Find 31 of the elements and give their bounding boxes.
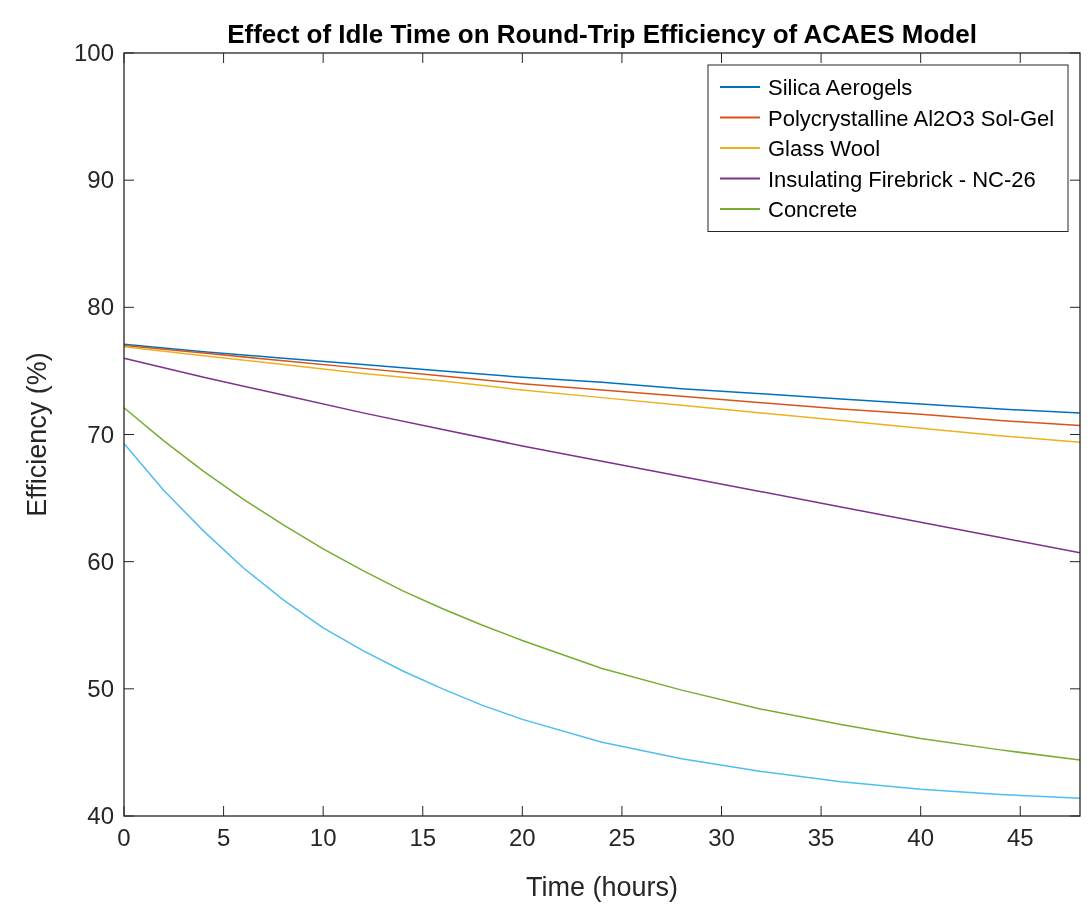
chart-title: Effect of Idle Time on Round-Trip Efficiency of ACAES Model [227, 19, 977, 49]
legend-label: Insulating Firebrick - NC-26 [768, 166, 1036, 192]
y-tick-label: 100 [73, 39, 114, 66]
x-tick-label: 25 [608, 824, 636, 851]
x-tick-label: 10 [309, 824, 337, 851]
y-tick-label: 60 [87, 547, 114, 575]
legend-label: Glass Wool [768, 136, 881, 161]
line-series [123, 407, 1081, 761]
x-tick-label: 30 [708, 824, 735, 851]
y-tick-label: 70 [87, 420, 114, 448]
line-series [123, 442, 1081, 799]
legend-label: Silica Aerogels [768, 75, 913, 100]
y-tick-label: 40 [87, 802, 114, 829]
x-axis-title: Time (hours) [525, 872, 679, 902]
y-tick-label: 90 [87, 166, 114, 194]
x-tick-label: 0 [117, 824, 131, 851]
y-axis-title: Efficiency (%) [22, 352, 52, 517]
line-series [123, 343, 1081, 414]
x-tick-label: 5 [216, 824, 231, 851]
x-tick-label: 40 [907, 824, 935, 851]
x-tick-label: 15 [409, 824, 437, 851]
y-tick-label: 50 [87, 674, 114, 702]
y-tick-label: 80 [87, 293, 114, 321]
legend-label: Concrete [768, 197, 858, 222]
line-series [123, 344, 1081, 427]
line-series [123, 357, 1081, 554]
line-series [123, 346, 1081, 443]
legend-label: Polycrystalline Al2O3 Sol-Gel [768, 105, 1055, 131]
x-tick-label: 45 [1006, 824, 1034, 851]
x-tick-label: 35 [807, 824, 835, 851]
x-tick-label: 20 [508, 824, 536, 851]
